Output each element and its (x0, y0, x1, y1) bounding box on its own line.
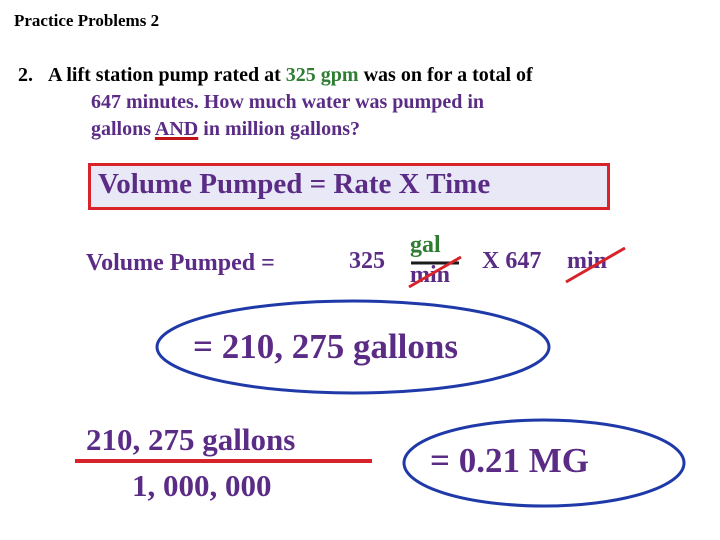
rate-unit-numerator: gal (410, 232, 441, 258)
problem-number: 2. (18, 64, 33, 86)
problem-line-1: 2. A lift station pump rated at 325 gpm … (18, 62, 708, 89)
problem-text-1b: was on for a total of (358, 64, 533, 86)
problem-text-3a: gallons (91, 118, 155, 140)
problem-rate: 325 gpm (285, 64, 359, 86)
problem-text-1a: A lift station pump rated at (48, 64, 286, 86)
result-gallons-ellipse (155, 299, 551, 395)
conversion-numerator: 210, 275 gallons (86, 422, 296, 457)
result-gallons: = 210, 275 gallons (193, 327, 458, 366)
conversion-denominator: 1, 000, 000 (132, 468, 272, 503)
problem-line-3: gallons AND in million gallons? (18, 116, 708, 143)
rate-value: 325 (349, 248, 385, 274)
volume-pumped-label: Volume Pumped = (86, 250, 275, 276)
problem-statement: 2. A lift station pump rated at 325 gpm … (18, 62, 708, 143)
times-time-value: X 647 (482, 248, 542, 274)
slide-title: Practice Problems 2 (14, 11, 160, 30)
result-mg-ellipse (402, 418, 686, 508)
formula-text: Volume Pumped = Rate X Time (98, 168, 491, 200)
result-million-gallons: = 0.21 MG (430, 441, 589, 480)
cancel-min-strike-1 (408, 255, 462, 289)
problem-line-2: 647 minutes. How much water was pumped i… (91, 91, 484, 113)
formula-box (88, 163, 610, 210)
problem-and: AND (154, 118, 199, 140)
cancel-min-strike-2 (565, 246, 626, 284)
problem-text-3b: in million gallons? (198, 118, 360, 140)
